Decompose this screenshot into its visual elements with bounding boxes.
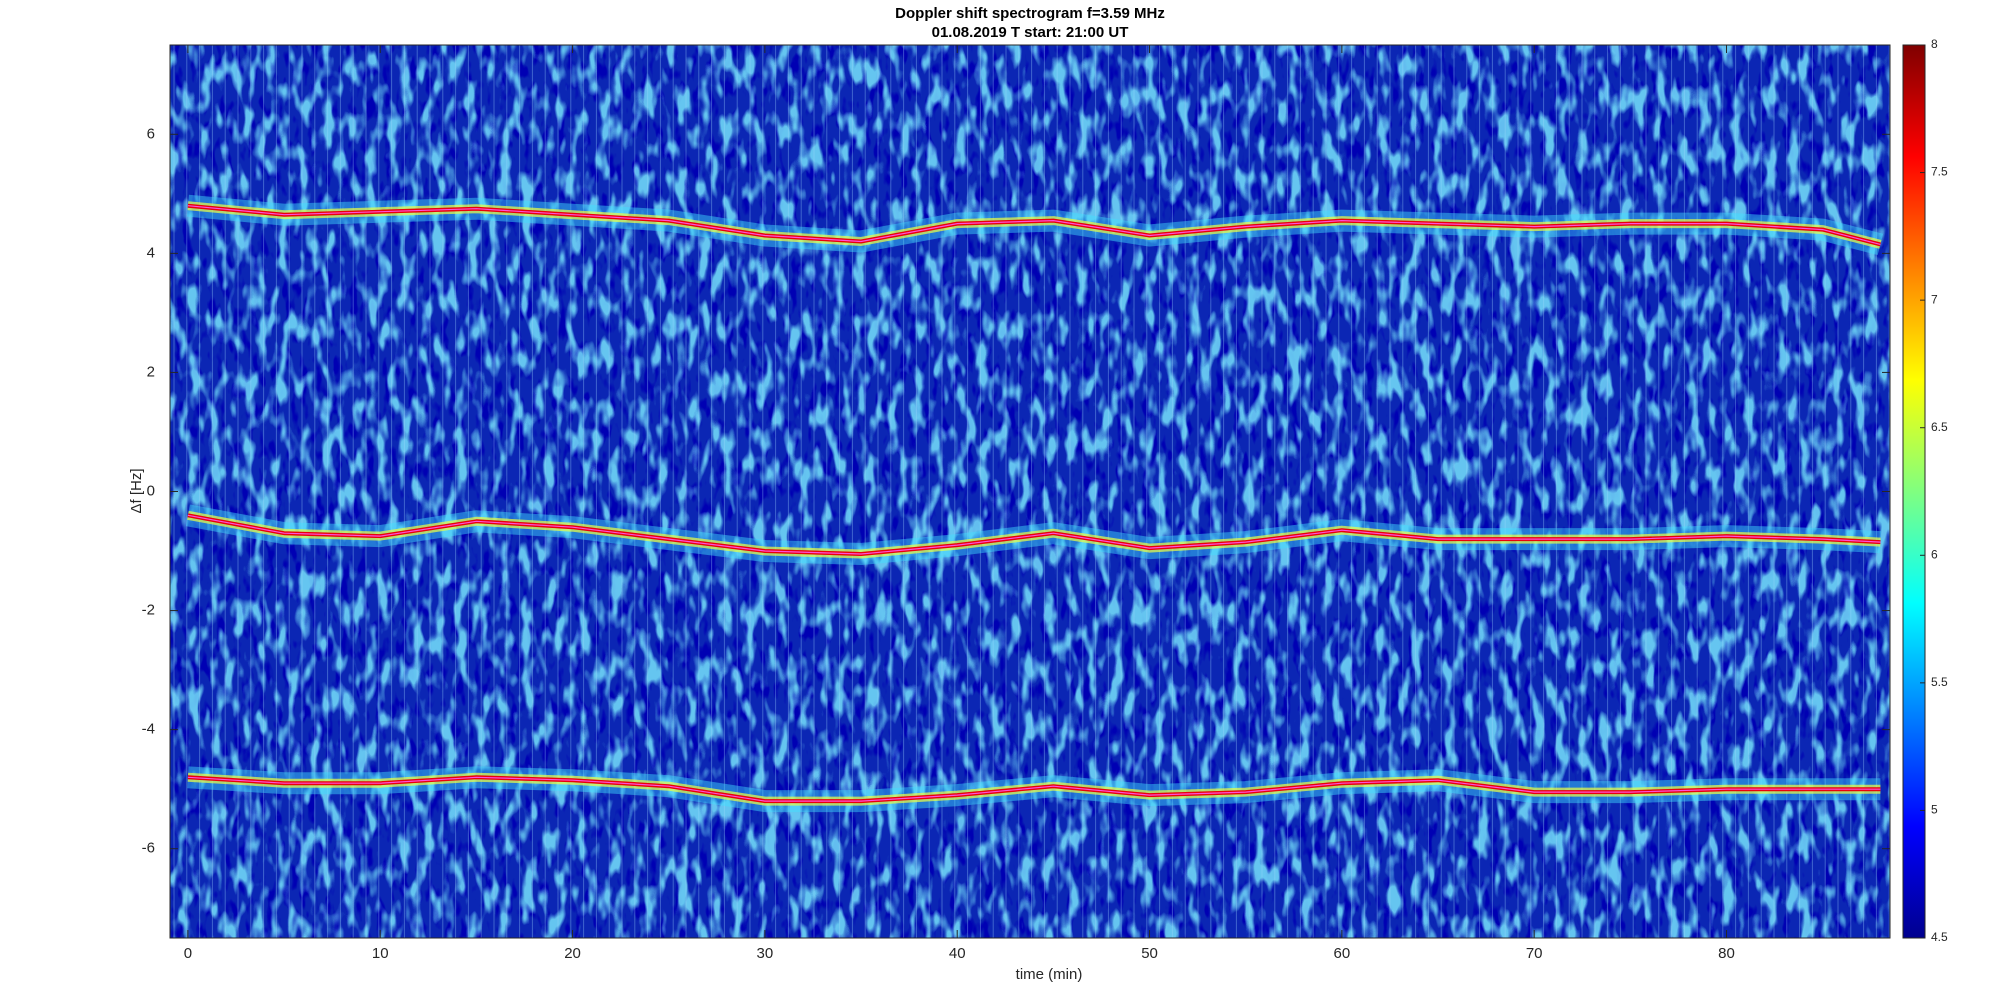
colorbar [1902,44,1926,939]
x-tick-label: 20 [564,945,581,962]
chart-subtitle: 01.08.2019 T start: 21:00 UT [932,24,1129,41]
x-tick-label: 80 [1718,945,1735,962]
trace-fit [187,514,1881,555]
y-tick-label: 6 [147,125,155,142]
colorbar-tick-label: 5 [1931,803,1938,817]
x-tick-label: 0 [184,945,192,962]
y-tick-label: -2 [142,602,155,619]
colorbar-tick-label: 4.5 [1931,930,1948,944]
x-tick-label: 10 [372,945,389,962]
y-tick-label: -6 [142,840,155,857]
x-tick-label: 30 [757,945,774,962]
colorbar-tick-label: 7.5 [1931,165,1948,179]
y-tick-label: 0 [147,482,155,499]
x-tick-label: 70 [1526,945,1543,962]
x-axis-label: time (min) [1016,966,1083,983]
colorbar-tick-label: 6.5 [1931,420,1948,434]
y-tick-label: -4 [142,721,155,738]
x-tick-label: 50 [1141,945,1158,962]
x-tick-label: 60 [1334,945,1351,962]
y-axis-label: Δf [Hz] [128,468,145,513]
y-tick-label: 2 [147,363,155,380]
colorbar-tick-label: 6 [1931,547,1938,561]
y-tick-label: 4 [147,244,155,261]
colorbar-tick-label: 5.5 [1931,675,1948,689]
x-tick-label: 40 [949,945,966,962]
trace-fit [187,776,1881,802]
colorbar-tick-label: 8 [1931,37,1938,51]
chart-title: Doppler shift spectrogram f=3.59 MHz [895,5,1165,22]
noise-light [170,45,1890,938]
plot-area [170,45,1890,938]
trace-fit [187,205,1881,245]
colorbar-tick-label: 7 [1931,292,1938,306]
